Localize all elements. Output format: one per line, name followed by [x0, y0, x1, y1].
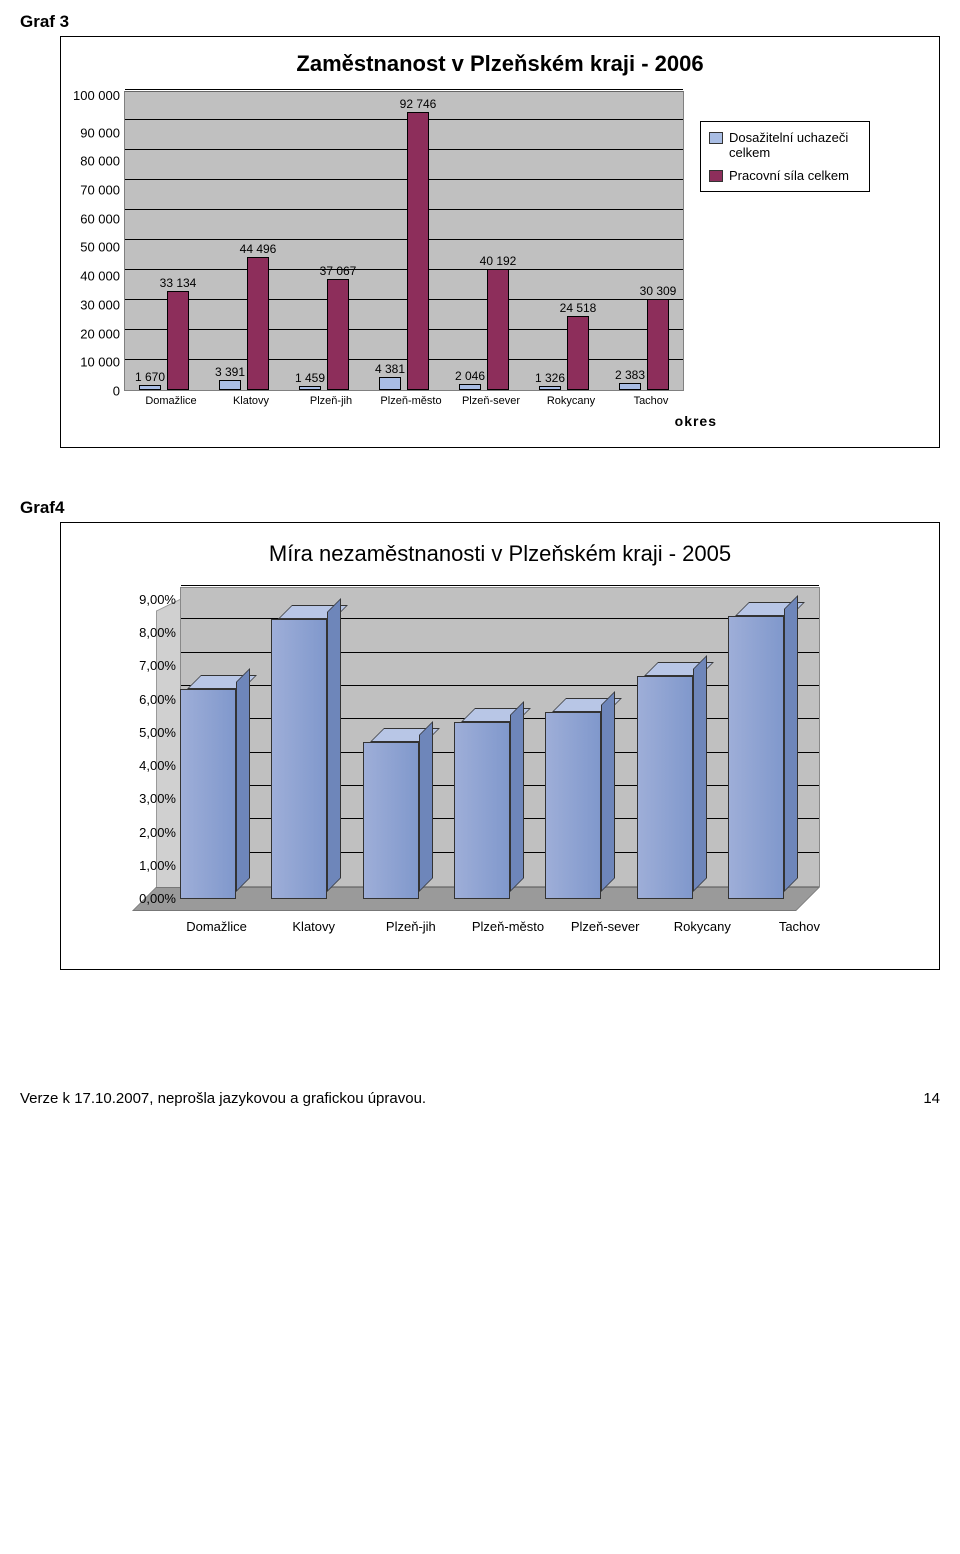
chart1-bar-red: 40 192 — [487, 269, 509, 390]
chart1-bar-red: 30 309 — [647, 299, 669, 390]
legend-label-red: Pracovní síla celkem — [729, 168, 849, 183]
chart1-xaxis-labels: DomažliceKlatovyPlzeň-jihPlzeň-městoPlze… — [131, 391, 691, 407]
chart2-container: Míra nezaměstnanosti v Plzeňském kraji -… — [60, 522, 940, 970]
legend-swatch-red — [709, 170, 723, 182]
footer-text: Verze k 17.10.2007, neprošla jazykovou a… — [20, 1090, 426, 1107]
graf3-heading: Graf 3 — [20, 12, 940, 32]
chart1-xaxis-caption: okres — [73, 413, 927, 429]
chart2-bar — [180, 689, 236, 899]
chart1-container: Zaměstnanost v Plzeňském kraji - 2006 10… — [60, 36, 940, 448]
chart1-bar-red: 44 496 — [247, 257, 269, 390]
chart1-bar-blue: 1 459 — [299, 386, 321, 390]
chart2-bar — [545, 712, 601, 899]
chart2-xaxis-labels: DomažliceKlatovyPlzeň-jihPlzeň-městoPlze… — [168, 919, 848, 934]
page-number: 14 — [923, 1090, 940, 1107]
chart1-bar-red: 24 518 — [567, 316, 589, 390]
chart1-bar-blue: 1 670 — [139, 385, 161, 390]
chart1-bar-blue: 1 326 — [539, 386, 561, 390]
chart1-bar-blue: 4 381 — [379, 377, 401, 390]
chart1-bar-red: 33 134 — [167, 291, 189, 390]
chart1-bar-blue: 3 391 — [219, 380, 241, 390]
legend-swatch-blue — [709, 132, 723, 144]
chart2-bar — [637, 676, 693, 899]
chart2-yaxis-labels: 9,00%8,00%7,00%6,00%5,00%4,00%3,00%2,00%… — [120, 587, 176, 899]
chart2-bar — [454, 722, 510, 899]
chart1-bar-red: 92 746 — [407, 112, 429, 390]
chart1-bar-blue: 2 383 — [619, 383, 641, 390]
chart2-plot: 9,00%8,00%7,00%6,00%5,00%4,00%3,00%2,00%… — [120, 587, 880, 947]
chart1-title: Zaměstnanost v Plzeňském kraji - 2006 — [73, 51, 927, 77]
chart2-title: Míra nezaměstnanosti v Plzeňském kraji -… — [79, 541, 921, 567]
chart2-bar — [363, 742, 419, 899]
chart1-plot: 100 000 90 000 80 000 70 000 60 000 50 0… — [73, 91, 684, 391]
chart1-bar-blue: 2 046 — [459, 384, 481, 390]
chart1-yaxis-labels: 100 000 90 000 80 000 70 000 60 000 50 0… — [73, 91, 124, 391]
chart1-legend: Dosažitelní uchazeči celkem Pracovní síl… — [700, 121, 870, 192]
page-footer: Verze k 17.10.2007, neprošla jazykovou a… — [20, 1090, 940, 1107]
graf4-heading: Graf4 — [20, 498, 940, 518]
chart2-bar — [271, 619, 327, 899]
chart1-bar-red: 37 067 — [327, 279, 349, 390]
chart2-bar — [728, 616, 784, 899]
legend-label-blue: Dosažitelní uchazeči celkem — [729, 130, 861, 160]
